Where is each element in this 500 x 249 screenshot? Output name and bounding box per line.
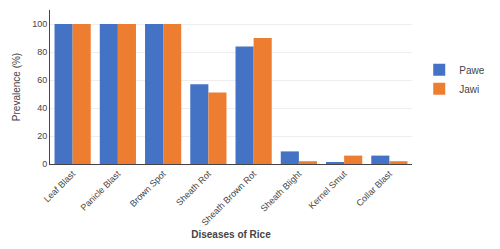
svg-text:100: 100 <box>32 19 47 29</box>
svg-text:Prevalence (%): Prevalence (%) <box>11 53 22 121</box>
svg-text:60: 60 <box>37 75 47 85</box>
svg-text:80: 80 <box>37 47 47 57</box>
svg-text:Jawi: Jawi <box>459 84 479 95</box>
svg-text:Sheath Brown Rot: Sheath Brown Rot <box>200 168 259 227</box>
svg-text:Sheath Rot: Sheath Rot <box>174 168 213 207</box>
svg-text:40: 40 <box>37 103 47 113</box>
svg-text:20: 20 <box>37 131 47 141</box>
svg-text:Sheath Blight: Sheath Blight <box>259 168 304 213</box>
svg-text:0: 0 <box>42 159 47 169</box>
svg-text:Pawe: Pawe <box>459 65 484 76</box>
svg-text:Leaf Blast: Leaf Blast <box>42 168 78 204</box>
svg-text:Diseases of Rice: Diseases of Rice <box>191 229 271 240</box>
svg-text:Collar Blast: Collar Blast <box>354 168 394 208</box>
svg-text:Panicle Blast: Panicle Blast <box>79 168 123 212</box>
svg-text:Kernel Smut: Kernel Smut <box>307 168 349 210</box>
svg-text:Brown Spot: Brown Spot <box>128 168 168 208</box>
